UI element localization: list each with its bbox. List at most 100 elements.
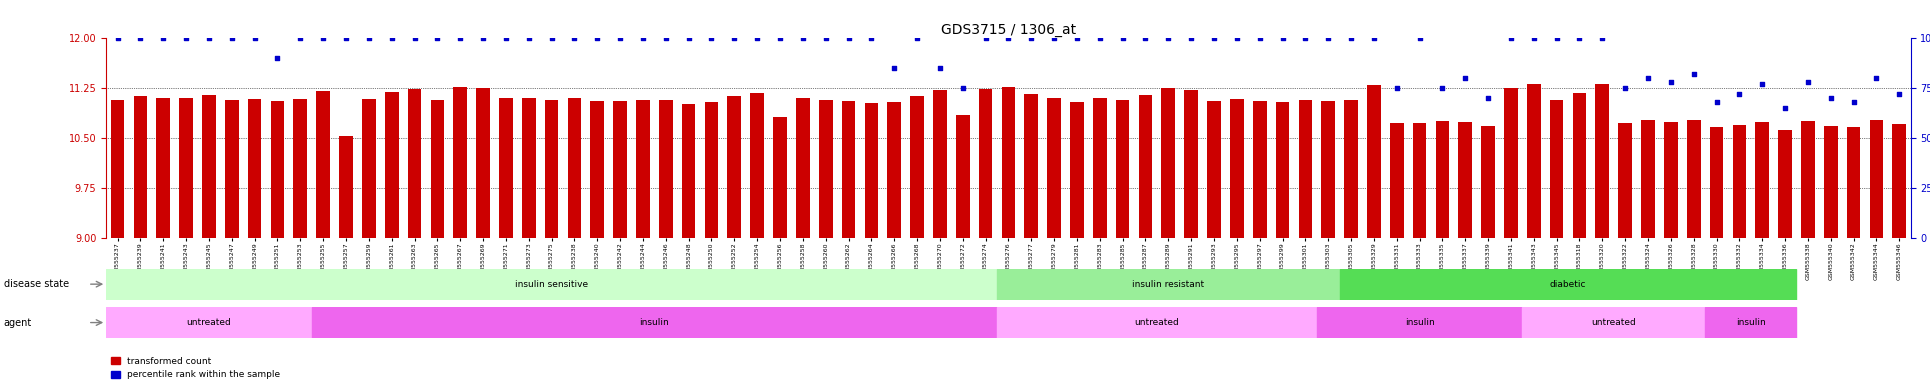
Point bbox=[1449, 75, 1480, 81]
Bar bbox=[998, 307, 1316, 338]
Point bbox=[1359, 35, 1390, 41]
Text: untreated: untreated bbox=[1592, 318, 1637, 327]
Bar bbox=[658, 100, 674, 238]
Point bbox=[1062, 35, 1092, 41]
Point bbox=[467, 35, 498, 41]
Bar bbox=[1092, 98, 1106, 238]
Point bbox=[400, 35, 430, 41]
Bar bbox=[841, 101, 855, 238]
Bar bbox=[1503, 88, 1517, 238]
Legend: transformed count, percentile rank within the sample: transformed count, percentile rank withi… bbox=[110, 357, 280, 379]
Point bbox=[834, 35, 865, 41]
Point bbox=[1199, 35, 1229, 41]
Bar bbox=[156, 98, 170, 238]
Bar bbox=[110, 99, 124, 238]
Point bbox=[1038, 35, 1069, 41]
Bar bbox=[1893, 124, 1907, 238]
Bar bbox=[888, 102, 901, 238]
Bar bbox=[1596, 84, 1610, 238]
Text: agent: agent bbox=[4, 318, 33, 328]
Text: disease state: disease state bbox=[4, 279, 69, 289]
Bar bbox=[1253, 101, 1266, 238]
Bar bbox=[363, 99, 376, 238]
Point bbox=[581, 35, 612, 41]
Bar bbox=[979, 89, 992, 238]
Bar bbox=[1025, 94, 1038, 238]
Bar bbox=[1276, 102, 1289, 238]
Point bbox=[741, 35, 772, 41]
Bar bbox=[932, 90, 948, 238]
Point bbox=[1816, 95, 1847, 101]
Bar bbox=[1229, 99, 1243, 238]
Point bbox=[1586, 35, 1617, 41]
Point bbox=[1542, 35, 1573, 41]
Bar bbox=[521, 98, 537, 238]
Point bbox=[1382, 85, 1413, 91]
Bar bbox=[1343, 99, 1359, 238]
Point bbox=[1861, 75, 1891, 81]
Bar bbox=[1048, 98, 1062, 238]
Bar bbox=[704, 102, 718, 238]
Point bbox=[1245, 35, 1276, 41]
Point bbox=[216, 35, 247, 41]
Bar bbox=[313, 307, 998, 338]
Point bbox=[1175, 35, 1206, 41]
Point bbox=[1770, 105, 1801, 111]
Point bbox=[1519, 35, 1550, 41]
Bar bbox=[500, 98, 513, 238]
Text: insulin sensitive: insulin sensitive bbox=[515, 280, 589, 289]
Point bbox=[1015, 35, 1046, 41]
Point bbox=[650, 35, 681, 41]
Point bbox=[1131, 35, 1162, 41]
Point bbox=[1289, 35, 1320, 41]
Point bbox=[718, 35, 749, 41]
Point bbox=[102, 35, 133, 41]
Point bbox=[1610, 85, 1640, 91]
Point bbox=[1473, 95, 1503, 101]
Bar bbox=[1436, 121, 1449, 238]
Point bbox=[878, 65, 909, 71]
Bar bbox=[133, 96, 147, 238]
Bar bbox=[384, 92, 398, 238]
Point bbox=[992, 35, 1023, 41]
Bar bbox=[1322, 101, 1336, 238]
Point bbox=[627, 35, 658, 41]
Point bbox=[239, 35, 270, 41]
Bar bbox=[544, 100, 558, 238]
Bar bbox=[1069, 102, 1085, 238]
Text: insulin: insulin bbox=[1735, 318, 1766, 327]
Bar bbox=[1116, 99, 1129, 238]
Point bbox=[1405, 35, 1436, 41]
Point bbox=[604, 35, 635, 41]
Point bbox=[1563, 35, 1594, 41]
Point bbox=[948, 85, 979, 91]
Point bbox=[764, 35, 795, 41]
Bar bbox=[1480, 126, 1496, 238]
Point bbox=[490, 35, 521, 41]
Point bbox=[1723, 91, 1754, 98]
Point bbox=[787, 35, 818, 41]
Title: GDS3715 / 1306_at: GDS3715 / 1306_at bbox=[940, 23, 1077, 37]
Bar bbox=[1206, 101, 1222, 238]
Point bbox=[376, 35, 407, 41]
Text: insulin: insulin bbox=[639, 318, 670, 327]
Bar bbox=[1527, 84, 1540, 238]
Point bbox=[924, 65, 955, 71]
Bar bbox=[1339, 269, 1797, 300]
Bar bbox=[1002, 87, 1015, 238]
Bar bbox=[1139, 95, 1152, 238]
Point bbox=[1633, 75, 1664, 81]
Bar bbox=[1299, 100, 1312, 238]
Point bbox=[1268, 35, 1299, 41]
Text: diabetic: diabetic bbox=[1550, 280, 1586, 289]
Bar bbox=[911, 96, 924, 238]
Bar bbox=[1316, 307, 1523, 338]
Point bbox=[1152, 35, 1183, 41]
Text: insulin: insulin bbox=[1405, 318, 1434, 327]
Point bbox=[1656, 79, 1687, 85]
Point bbox=[1496, 35, 1527, 41]
Point bbox=[537, 35, 567, 41]
Bar bbox=[591, 101, 604, 238]
Point bbox=[811, 35, 841, 41]
Bar bbox=[1185, 90, 1199, 238]
